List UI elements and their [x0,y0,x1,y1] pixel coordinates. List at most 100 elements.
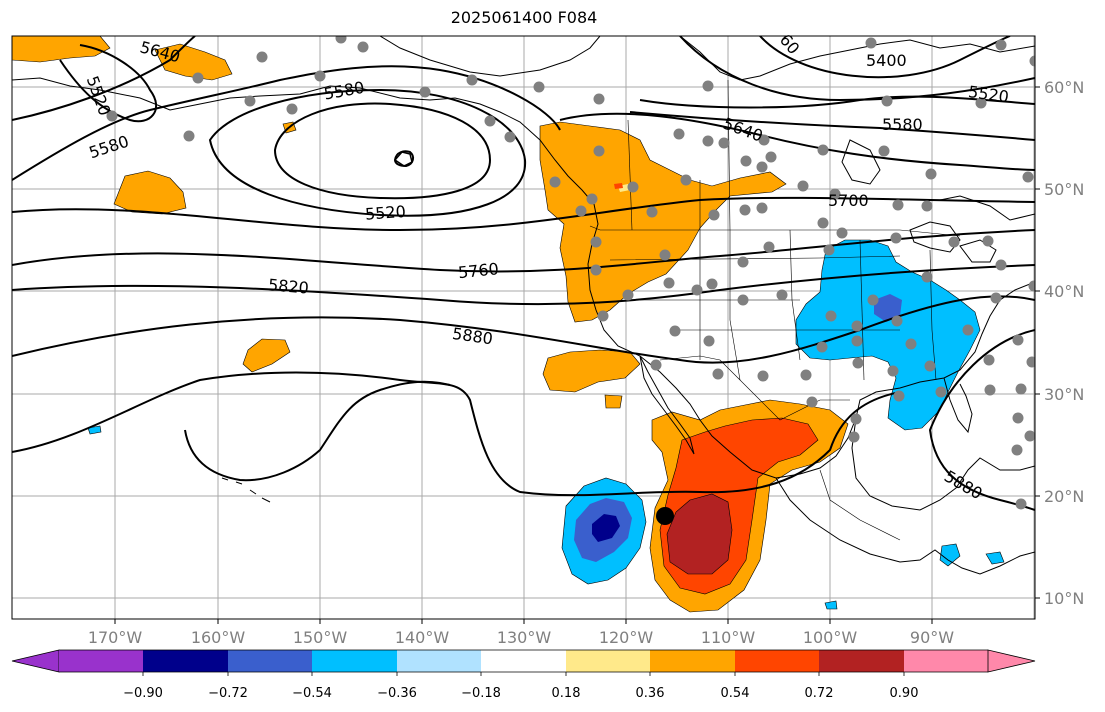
station-dot [533,81,545,93]
station-dot [1029,55,1035,67]
station-dot [1012,412,1024,424]
station-dot [712,368,724,380]
contour-label: 5520 [364,202,406,224]
lon-label: 90°W [910,628,954,647]
colorbar-tick-label: −0.54 [292,686,332,701]
latitude-axis: 60°N 50°N 40°N 30°N 20°N 10°N [1044,78,1084,608]
station-dot [484,115,496,127]
contour-5880 [12,295,1035,364]
station-dot [962,324,974,336]
station-dot [935,386,947,398]
lon-label: 100°W [803,628,858,647]
station-dot [1024,430,1035,442]
station-dot [737,256,749,268]
station-dot [244,95,256,107]
longitude-axis: 170°W 160°W 150°W 140°W 130°W 120°W 110°… [88,628,954,647]
colorbar-segment [819,650,904,672]
shade-negative-pacific-core [592,514,620,542]
shade-positive-aleutian [154,43,233,81]
station-dot [590,264,602,276]
station-dot [925,168,937,180]
station-dot [817,144,829,156]
station-dot [905,338,917,350]
station-dot [691,284,703,296]
station-dot [848,431,860,443]
station-dot [852,357,864,369]
lon-label: 170°W [88,628,143,647]
station-dot [256,51,268,63]
station-dot [829,188,841,200]
colorbar-segment [59,650,143,672]
station-dot [878,145,890,157]
station-dot [737,294,749,306]
colorbar-labels: −0.90 −0.72 −0.54 −0.36 −0.18 0.18 0.36 … [123,686,918,701]
station-dot [756,161,768,173]
station-dot [890,232,902,244]
station-dot [836,227,848,239]
shade-positive-subtropical [242,338,291,373]
colorbar-tick-label: 0.90 [890,686,919,701]
station-dot [921,271,933,283]
shade-positive-baja-offshore [542,349,641,393]
station-dot [673,128,685,140]
lat-label: 30°N [1044,385,1084,404]
map-title: 2025061400 F084 [450,8,598,27]
station-dot [758,134,770,146]
shade-negative-central-america-2 [985,551,1005,565]
station-dot [597,310,609,322]
station-dot [800,369,812,381]
station-dot [881,95,893,107]
colorbar-segment [566,650,650,672]
station-dot [995,259,1007,271]
station-dot [663,277,675,289]
colorbar-tick-label: 0.18 [552,686,581,701]
station-dot [703,335,715,347]
station-dot [504,131,516,143]
contour-5700 [12,196,1035,232]
lon-label: 150°W [293,628,348,647]
contour-5580-east [629,111,1035,141]
station-dot [708,209,720,221]
contour-5460 [679,36,1035,102]
station-dot [892,199,904,211]
station-dot [740,155,752,167]
station-dot [887,365,899,377]
colorbar-tick-label: 0.72 [805,686,834,701]
station-dot [1012,334,1024,346]
station-dot [680,174,692,186]
station-dot [823,244,835,256]
station-dot [851,335,863,347]
station-dot [983,354,995,366]
station-dot [1015,383,1027,395]
cyclone-position-marker [656,507,674,525]
anomaly-shading [12,36,1005,613]
colorbar [11,649,1036,676]
contour-5640-east [559,112,1035,171]
station-dot [763,241,775,253]
station-dot [948,236,960,248]
station-dot [921,200,933,212]
station-dot [797,180,809,192]
station-dot [816,341,828,353]
station-dot [1011,444,1023,456]
station-dot [466,74,478,86]
contour-5400-north [759,36,1011,79]
colorbar-segment [650,650,735,672]
contour-label: 5760 [457,259,499,282]
station-dot [575,205,587,217]
lat-label: 40°N [1044,282,1084,301]
station-dot [1026,356,1035,368]
station-dot [990,292,1002,304]
station-dot [817,217,829,229]
lon-label: 160°W [191,628,246,647]
lat-label: 60°N [1044,78,1084,97]
shade-negative-central-america [939,543,961,567]
station-dot [286,103,298,115]
shade-positive-north-pacific [113,170,187,215]
contour-label: 5400 [866,51,907,70]
contour-5520-west [59,44,157,123]
station-dot [1028,280,1035,292]
shade-positive-small-2 [604,394,623,409]
contour-5640-west [12,36,196,121]
contour-label: 5580 [882,115,923,134]
